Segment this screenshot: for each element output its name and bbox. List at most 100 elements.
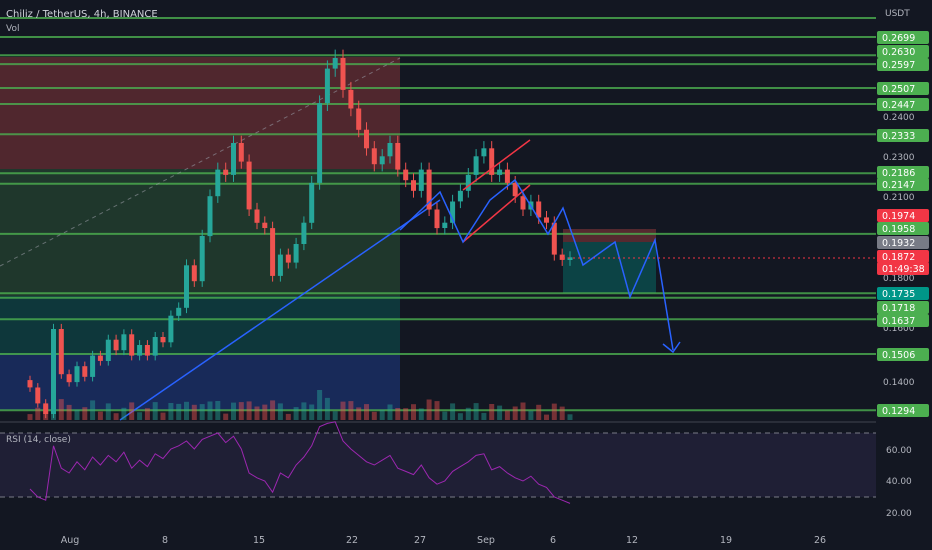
volume-bar [512, 406, 518, 420]
dashed-trendline [0, 57, 401, 267]
volume-bar [387, 404, 393, 420]
volume-bar [246, 401, 252, 420]
price-badge-label: 0.2699 [882, 33, 915, 44]
time-tick: 12 [626, 535, 638, 546]
projection[interactable] [399, 178, 681, 354]
volume-bar [473, 403, 479, 420]
price-badge-bg [877, 209, 929, 222]
price-badge-label: 0.1735 [882, 289, 915, 300]
volume-bar [66, 404, 72, 420]
candle-body [301, 222, 307, 244]
volume-bar [504, 410, 510, 420]
volume-bar [168, 403, 174, 420]
candle-body [457, 190, 463, 202]
time-tick: Sep [477, 535, 495, 546]
symbol-title[interactable]: Chiliz / TetherUS, 4h, BINANCE [6, 9, 158, 20]
volume-bar [129, 402, 135, 420]
candle-body [207, 196, 213, 237]
candle-body [121, 334, 127, 351]
price-badge-label: 0.2507 [882, 84, 915, 95]
price-badge-bg [877, 58, 929, 71]
candle-body [215, 169, 221, 197]
volume-bar [144, 408, 150, 420]
volume-bar [238, 402, 244, 420]
candle-body [184, 265, 189, 308]
candle-body [497, 169, 503, 175]
projection-arrow-head [662, 341, 681, 354]
rsi-line [29, 421, 571, 504]
candle-body [137, 345, 143, 356]
volume-bar [231, 402, 236, 420]
time-tick: 26 [814, 535, 826, 546]
price-tick: 0.2100 [883, 193, 915, 203]
volume-bar [332, 411, 338, 420]
volume-bar [90, 400, 96, 420]
candle-body [512, 182, 518, 197]
candle-body [277, 254, 283, 276]
volume-bar [285, 413, 291, 420]
rsi-axis[interactable]: 60.00 40.00 20.00 [886, 446, 912, 519]
candle-body [450, 201, 456, 223]
price-badge-label: 01:49:38 [882, 264, 925, 275]
price-badge-bg [877, 178, 929, 191]
price-badge-bg [877, 222, 929, 235]
price-tick: 0.1600 [883, 324, 915, 334]
volume-bar [371, 411, 377, 420]
volume-bars [27, 390, 573, 420]
volume-bar [481, 412, 487, 420]
volume-bar [356, 407, 362, 420]
candle-body [74, 366, 80, 383]
candle-body [317, 103, 323, 183]
price-badge-bg [877, 31, 929, 44]
volume-bar [58, 399, 64, 420]
volume-bar [176, 403, 182, 420]
candle-body [231, 143, 236, 175]
candle-body [520, 196, 526, 210]
rsi-tick: 40.00 [886, 477, 912, 487]
volume-bar [536, 404, 542, 420]
teal-zone [0, 296, 400, 354]
time-axis[interactable]: Aug 8 15 22 27 Sep 6 12 19 26 [61, 535, 826, 546]
volume-bar [340, 401, 346, 420]
candle-body [160, 337, 166, 343]
volume-bar [301, 402, 307, 420]
price-badge-label: 0.2597 [882, 60, 915, 71]
volume-bar [418, 408, 424, 420]
candle-body [199, 236, 205, 282]
price-badge-bg [877, 287, 929, 300]
candle-body [97, 355, 103, 361]
volume-bar [465, 407, 471, 420]
price-tick: 0.1800 [883, 274, 915, 284]
candle-body [364, 129, 369, 149]
price-badge-label: 0.2630 [882, 47, 915, 58]
volume-bar [43, 405, 49, 420]
price-badge-label: 0.1974 [882, 211, 915, 222]
candle-body [238, 143, 244, 162]
price-badge-bg [877, 348, 929, 361]
candle-body [309, 182, 315, 223]
candle-body [144, 345, 150, 356]
price-badge-bg [877, 82, 929, 95]
time-tick: 19 [720, 535, 732, 546]
candle-body [340, 58, 346, 90]
candle-body [489, 148, 495, 175]
horizontal-levels [0, 17, 876, 412]
rsi-tick: 20.00 [886, 509, 912, 519]
volume-bar [277, 403, 283, 420]
candle-body [481, 148, 487, 157]
volume-bar [51, 392, 56, 420]
projection-path-past [399, 178, 674, 351]
volume-bar [544, 414, 549, 420]
rsi-tick: 60.00 [886, 446, 912, 456]
price-badge-bg [877, 236, 929, 249]
volume-bar [270, 400, 276, 420]
candle-body [27, 380, 33, 388]
price-tick: 0.1400 [883, 378, 915, 388]
price-badge-label: 0.1506 [882, 350, 915, 361]
price-axis[interactable]: 0.2400 0.2300 0.2100 0.1800 0.1600 0.1400 [883, 113, 915, 388]
candle-body [473, 156, 479, 175]
rising-channel[interactable] [462, 139, 531, 243]
support-trendline[interactable] [119, 199, 441, 421]
volume-bar [35, 407, 41, 420]
